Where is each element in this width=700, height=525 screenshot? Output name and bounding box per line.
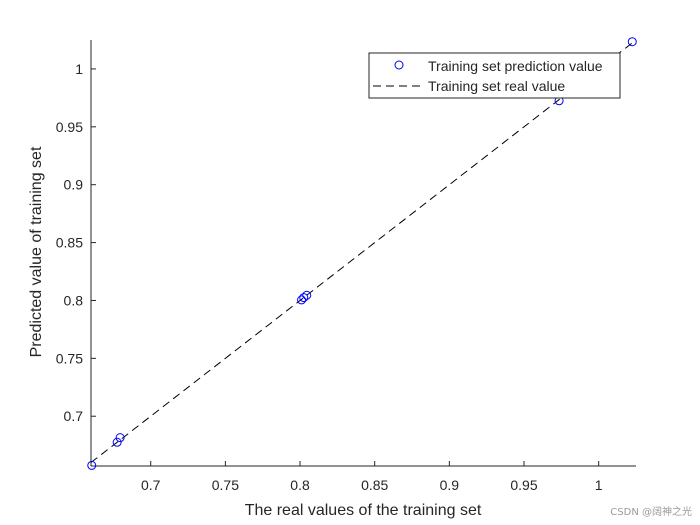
- x-tick-label: 0.7: [141, 477, 161, 493]
- data-point: [112, 437, 122, 447]
- x-tick-label: 0.75: [212, 477, 239, 493]
- data-point: [115, 433, 125, 443]
- y-tick-label: 1: [75, 61, 83, 77]
- series-line-real-value: [90, 39, 637, 463]
- data-point: [299, 293, 309, 303]
- legend-marker-prediction: [394, 60, 404, 70]
- axes: 0.7 0.75 0.8 0.85 0.9 0.95 1 0.7 0.75 0.8 0.85 0.9 0…: [56, 40, 636, 493]
- watermark: CSDN @阔神之光: [610, 505, 692, 518]
- data-point: [302, 290, 312, 300]
- x-tick-label: 0.85: [361, 477, 388, 493]
- x-tick-label: 0.9: [440, 477, 460, 493]
- legend-label-real-value: Training set real value: [428, 78, 565, 94]
- y-axis-label: Predicted value of training set: [28, 146, 45, 357]
- y-tick-label: 0.95: [56, 119, 83, 135]
- plot-area: [87, 37, 637, 470]
- x-axis-label: The real values of the training set: [245, 502, 482, 519]
- x-tick-label: 1: [595, 477, 603, 493]
- x-tick-label: 0.8: [290, 477, 310, 493]
- legend-label-prediction: Training set prediction value: [428, 58, 603, 74]
- data-point: [87, 460, 97, 470]
- data-point: [297, 295, 307, 305]
- y-tick-label: 0.75: [56, 350, 83, 366]
- data-point: [627, 37, 637, 47]
- y-tick-label: 0.85: [56, 235, 83, 251]
- legend-box: [368, 52, 621, 99]
- x-tick-label: 0.95: [510, 477, 537, 493]
- y-tick-label: 0.7: [64, 408, 84, 424]
- legend: Training set prediction value Training se…: [368, 52, 621, 99]
- y-tick-label: 0.8: [64, 292, 84, 308]
- y-tick-label: 0.9: [64, 177, 84, 193]
